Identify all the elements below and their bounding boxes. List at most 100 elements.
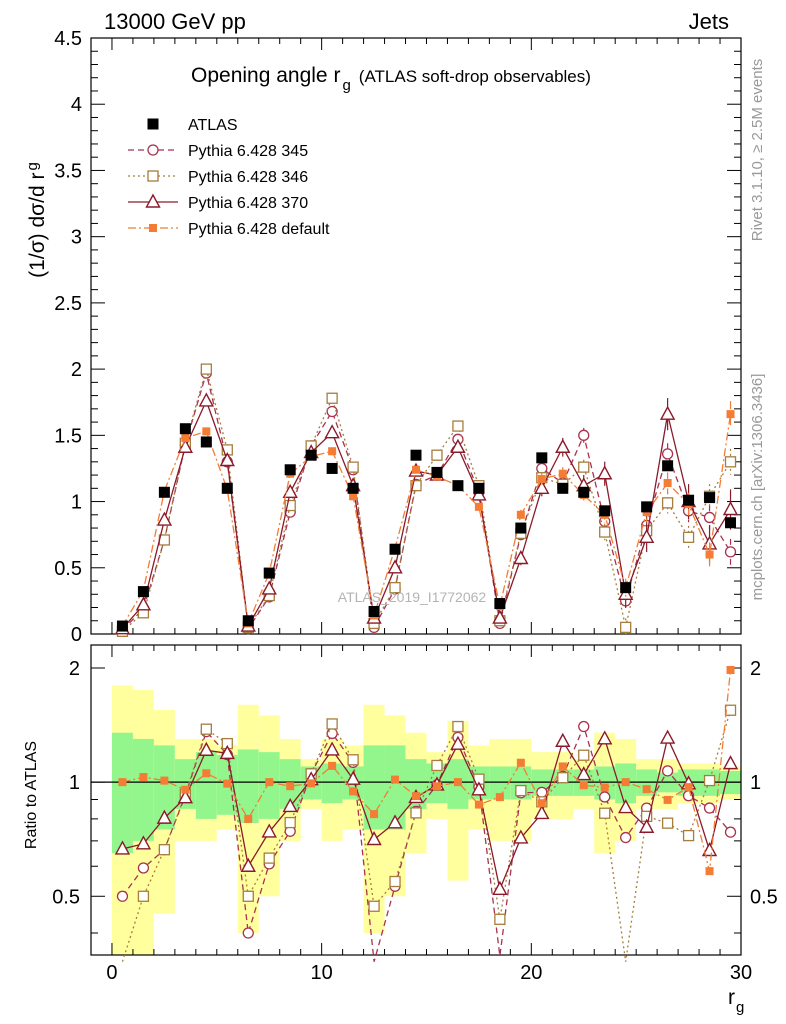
atlas-data-point (116, 620, 128, 632)
ratio-point (576, 766, 592, 781)
legend-entry: Pythia 6.428 345 (188, 143, 308, 160)
ratio-point (345, 770, 361, 785)
ratio-point (324, 741, 340, 756)
ratio-point (177, 789, 194, 804)
ratio-point (724, 704, 737, 716)
ratio-band-green (594, 766, 616, 800)
ratio-tick-label-right: 0.5 (750, 886, 778, 908)
ratio-point (242, 927, 254, 939)
ratio-point (244, 814, 253, 823)
ratio-point (703, 774, 716, 787)
ratio-point (726, 665, 735, 674)
ratio-point (494, 913, 506, 925)
ratio-point (705, 867, 714, 876)
ratio-point (118, 778, 127, 787)
ratio-point (703, 802, 716, 814)
chart-title: Opening angle r g (ATLAS soft-drop observa… (191, 64, 591, 94)
ratio-point (661, 817, 674, 829)
ratio-point (659, 729, 676, 744)
data-point (349, 492, 358, 501)
ratio-point (621, 778, 630, 787)
series-line (122, 366, 732, 632)
legend-marker (147, 118, 159, 130)
data-point (513, 550, 529, 565)
analysis-watermark: ATLAS_2019_I1772062 (338, 589, 487, 605)
ratio-point (724, 826, 737, 838)
ratio-point (223, 779, 232, 788)
rivet-version-label: Rivet 3.1.10, ≥ 2.5M events (749, 59, 766, 242)
ratio-band-green (237, 749, 259, 824)
ratio-point (158, 844, 171, 856)
atlas-data-point (704, 492, 716, 504)
axis-ticks: 0 10 20 30 0 0.5 1 1.5 2 2.5 3 3.5 4 4.5 0.5 0.5 1 1 2 2 (52, 28, 778, 984)
ratio-point (347, 754, 359, 766)
ratio-point (579, 781, 588, 790)
data-point (558, 469, 567, 478)
ratio-point (431, 759, 443, 772)
series-pythia-6-428-345 (116, 367, 737, 962)
ratio-point (450, 735, 466, 750)
ratio-band-green (321, 763, 343, 804)
data-point (638, 528, 655, 544)
data-point (326, 405, 338, 418)
ratio-point (578, 720, 590, 733)
ratio-point (537, 799, 546, 808)
ratio-point (368, 900, 380, 912)
ratio-band-green (195, 752, 217, 819)
ratio-line (121, 710, 732, 962)
ratio-point (261, 823, 277, 838)
legend-entry: Pythia 6.428 346 (188, 169, 308, 186)
data-point (661, 448, 674, 460)
data-point (492, 609, 508, 624)
ratio-point (116, 890, 129, 902)
data-point (135, 596, 152, 611)
legend-marker (149, 224, 157, 232)
data-point (198, 392, 214, 407)
atlas-data-point (725, 517, 737, 529)
data-point (599, 526, 611, 538)
atlas-data-point (641, 501, 653, 513)
ratio-point (387, 814, 403, 829)
ratio-point (265, 778, 274, 787)
atlas-data-point (179, 423, 191, 435)
atlas-data-point (326, 462, 338, 474)
uncertainty-bands (111, 685, 741, 955)
ratio-point (139, 773, 148, 782)
ratio-point (600, 783, 609, 792)
data-point (452, 420, 464, 432)
ratio-point (282, 797, 298, 813)
data-point (537, 475, 546, 484)
data-point (724, 546, 737, 558)
atlas-data-point (263, 567, 275, 579)
series-line (121, 414, 732, 627)
data-point (156, 511, 173, 526)
ratio-point (684, 783, 693, 792)
ratio-point (558, 762, 567, 771)
data-point (328, 447, 337, 456)
y-tick-label: 0.5 (54, 558, 82, 580)
ratio-point (661, 765, 674, 777)
ratio-y-axis-label: Ratio to ATLAS (23, 741, 40, 849)
ratio-point (242, 890, 254, 902)
atlas-data-point (431, 466, 443, 478)
ratio-point (534, 804, 550, 820)
atlas-data-point (200, 436, 212, 448)
ratio-point (452, 720, 464, 733)
series-line (121, 370, 732, 631)
ratio-point (240, 857, 256, 872)
data-point (284, 499, 296, 512)
ratio-point (492, 880, 508, 895)
data-point (726, 410, 735, 419)
atlas-data-point (410, 449, 422, 461)
y-tick-label: 2 (71, 359, 82, 381)
ratio-point (326, 718, 338, 730)
ratio-point (200, 723, 212, 735)
ratio-point (114, 840, 131, 855)
atlas-data-point (242, 615, 254, 627)
atlas-data-point (620, 582, 632, 594)
ratio-point (137, 862, 150, 874)
mcplots-credit-label: mcplots.cern.ch [arXiv:1306.3436] (749, 374, 766, 601)
ratio-point (663, 795, 672, 804)
data-point (181, 433, 190, 442)
